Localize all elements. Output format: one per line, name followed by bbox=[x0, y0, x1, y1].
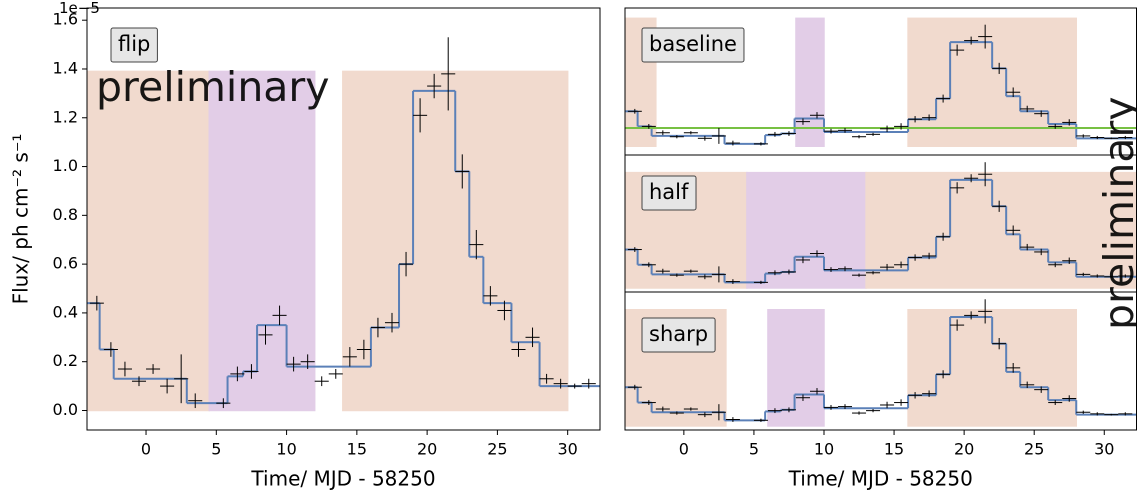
x-tick-label: 20 bbox=[417, 440, 437, 459]
panel-label: flip bbox=[118, 32, 150, 56]
plot-area bbox=[625, 299, 1137, 427]
x-tick-label: 5 bbox=[749, 440, 759, 459]
x-tick-label: 10 bbox=[814, 440, 834, 459]
shaded-region bbox=[767, 309, 825, 427]
x-tick-label: 5 bbox=[211, 440, 221, 459]
y-offset-label: 1e−5 bbox=[59, 0, 100, 17]
x-tick-label: 25 bbox=[1024, 440, 1044, 459]
x-tick-label: 25 bbox=[487, 440, 507, 459]
plot-area bbox=[625, 162, 1137, 289]
panel-label: sharp bbox=[649, 322, 708, 346]
panel-label: baseline bbox=[649, 32, 737, 56]
panel-label-box bbox=[641, 317, 716, 353]
x-tick-label: 0 bbox=[141, 440, 151, 459]
y-axis-label: Flux/ ph cm⁻² s⁻¹ bbox=[9, 134, 33, 305]
panel-label-box bbox=[110, 27, 158, 63]
x-tick-label: 30 bbox=[1094, 440, 1114, 459]
x-tick-label: 20 bbox=[954, 440, 974, 459]
plot-area bbox=[87, 37, 600, 412]
x-axis-label: Time/ MJD - 58250 bbox=[250, 467, 435, 491]
watermark: preliminary bbox=[1095, 96, 1137, 330]
y-tick-label: 1.0 bbox=[53, 156, 78, 175]
x-axis-label: Time/ MJD - 58250 bbox=[788, 467, 973, 491]
shaded-region bbox=[208, 70, 316, 412]
shaded-region bbox=[795, 17, 825, 148]
axes-frame bbox=[86, 7, 601, 431]
x-tick-label: 0 bbox=[679, 440, 689, 459]
x-tick-label: 30 bbox=[557, 440, 577, 459]
x-tick-label: 15 bbox=[884, 440, 904, 459]
watermark: preliminary bbox=[96, 63, 330, 111]
y-tick-label: 0.4 bbox=[53, 302, 78, 321]
y-tick-label: 0.8 bbox=[53, 205, 78, 224]
panel-label-box bbox=[641, 175, 697, 211]
panel-label: half bbox=[649, 180, 689, 204]
y-tick-label: 1.4 bbox=[53, 58, 78, 77]
y-tick-label: 0.2 bbox=[53, 351, 78, 370]
panel-label-box bbox=[641, 27, 745, 63]
y-tick-label: 1.2 bbox=[53, 107, 78, 126]
x-tick-label: 10 bbox=[276, 440, 296, 459]
shaded-region bbox=[865, 171, 1137, 289]
shaded-region bbox=[87, 70, 211, 412]
y-tick-label: 1.6 bbox=[53, 10, 78, 29]
plot-area bbox=[625, 17, 1137, 148]
y-tick-label: 0.0 bbox=[53, 400, 78, 419]
y-tick-label: 0.6 bbox=[53, 254, 78, 273]
x-tick-label: 15 bbox=[347, 440, 367, 459]
